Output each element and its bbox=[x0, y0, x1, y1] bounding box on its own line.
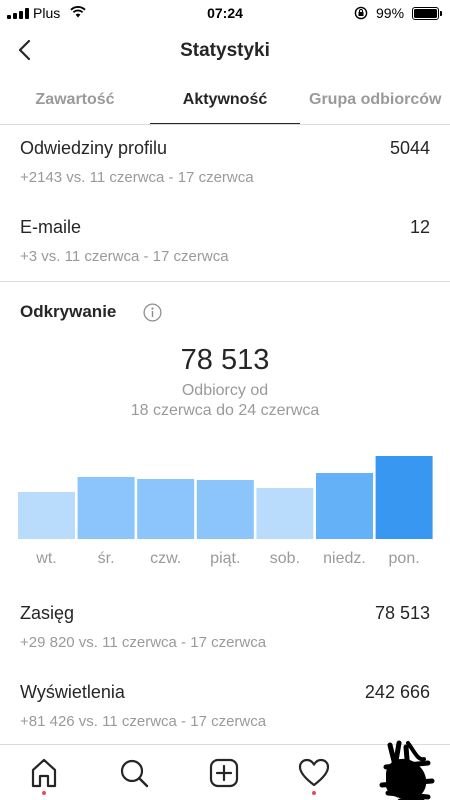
metric-comparison: +3 vs. 11 czerwca - 17 czerwca bbox=[20, 248, 229, 265]
x-tick-label: piąt. bbox=[210, 550, 240, 567]
tab-activity[interactable]: Aktywność bbox=[182, 91, 268, 108]
bar-6[interactable] bbox=[375, 456, 433, 539]
metric-comparison: +2143 vs. 11 czerwca - 17 czerwca bbox=[20, 169, 254, 186]
metric-impressions[interactable]: Wyświetlenia 242 666 +81 426 vs. 11 czer… bbox=[0, 682, 450, 742]
section-divider bbox=[0, 281, 450, 282]
x-tick-label: wt. bbox=[35, 550, 56, 567]
metric-emails[interactable]: E-maile 12 +3 vs. 11 czerwca - 17 czerwc… bbox=[0, 217, 450, 277]
active-tab-indicator bbox=[150, 123, 300, 124]
metric-label: Wyświetlenia bbox=[20, 682, 125, 702]
signal-icon bbox=[7, 8, 29, 19]
bar-3[interactable] bbox=[196, 480, 254, 539]
metric-comparison: +81 426 vs. 11 czerwca - 17 czerwca bbox=[20, 713, 267, 730]
battery-percentage: 99% bbox=[376, 5, 405, 21]
date-range: 18 czerwca do 24 czerwca bbox=[130, 402, 320, 419]
carrier-name: Plus bbox=[33, 5, 61, 21]
bar-4[interactable] bbox=[256, 488, 314, 539]
total-reach-number: 78 513 bbox=[180, 344, 270, 376]
metric-label: Odwiedziny profilu bbox=[20, 138, 168, 158]
page-title: Statystyki bbox=[180, 40, 270, 61]
x-tick-label: niedz. bbox=[323, 550, 366, 567]
metric-label: Zasięg bbox=[20, 603, 75, 623]
tab-bar: Zawartość Aktywność Grupa odbiorców bbox=[0, 76, 450, 125]
metric-comparison: +29 820 vs. 11 czerwca - 17 czerwca bbox=[20, 634, 267, 651]
bar-2[interactable] bbox=[137, 479, 195, 539]
chevron-left-icon[interactable] bbox=[12, 36, 38, 64]
tab-audience[interactable]: Grupa odbiorców bbox=[309, 91, 442, 108]
daily-reach-bar-chart: wt. śr. czw. piąt. sob. niedz. pon. bbox=[18, 456, 433, 567]
profile-avatar[interactable] bbox=[378, 737, 436, 800]
info-icon[interactable] bbox=[143, 303, 162, 322]
heart-icon[interactable] bbox=[294, 753, 334, 793]
metric-profile-visits[interactable]: Odwiedziny profilu 5044 +2143 vs. 11 cze… bbox=[0, 138, 450, 198]
rotation-lock-icon bbox=[354, 6, 368, 20]
battery-icon bbox=[412, 7, 442, 20]
x-tick-label: śr. bbox=[98, 550, 115, 567]
total-reach-label: Odbiorcy od bbox=[181, 382, 269, 399]
search-icon[interactable] bbox=[114, 753, 154, 793]
section-title-discovery: Odkrywanie bbox=[20, 302, 117, 321]
x-tick-label: czw. bbox=[150, 550, 181, 567]
metric-label: E-maile bbox=[20, 217, 82, 237]
bar-0[interactable] bbox=[18, 492, 75, 539]
x-tick-label: pon. bbox=[389, 550, 420, 567]
status-bar: Plus 07:24 99% bbox=[0, 0, 450, 26]
metric-value: 12 bbox=[409, 217, 430, 237]
bar-1[interactable] bbox=[77, 477, 135, 539]
wifi-icon bbox=[70, 6, 86, 18]
nav-header: Statystyki bbox=[0, 26, 450, 76]
home-notification-dot bbox=[42, 791, 46, 795]
home-icon[interactable] bbox=[24, 753, 64, 793]
bar-5[interactable] bbox=[316, 473, 373, 539]
metric-value: 78 513 bbox=[374, 603, 430, 623]
x-tick-label: sob. bbox=[270, 550, 300, 567]
metric-reach[interactable]: Zasięg 78 513 +29 820 vs. 11 czerwca - 1… bbox=[0, 603, 450, 663]
clock: 07:24 bbox=[207, 5, 243, 21]
add-post-icon[interactable] bbox=[204, 753, 244, 793]
bottom-nav-bar bbox=[0, 740, 450, 800]
metric-value: 242 666 bbox=[364, 682, 430, 702]
metric-value: 5044 bbox=[389, 138, 430, 158]
tab-content[interactable]: Zawartość bbox=[35, 91, 115, 108]
activity-notification-dot bbox=[312, 791, 316, 795]
